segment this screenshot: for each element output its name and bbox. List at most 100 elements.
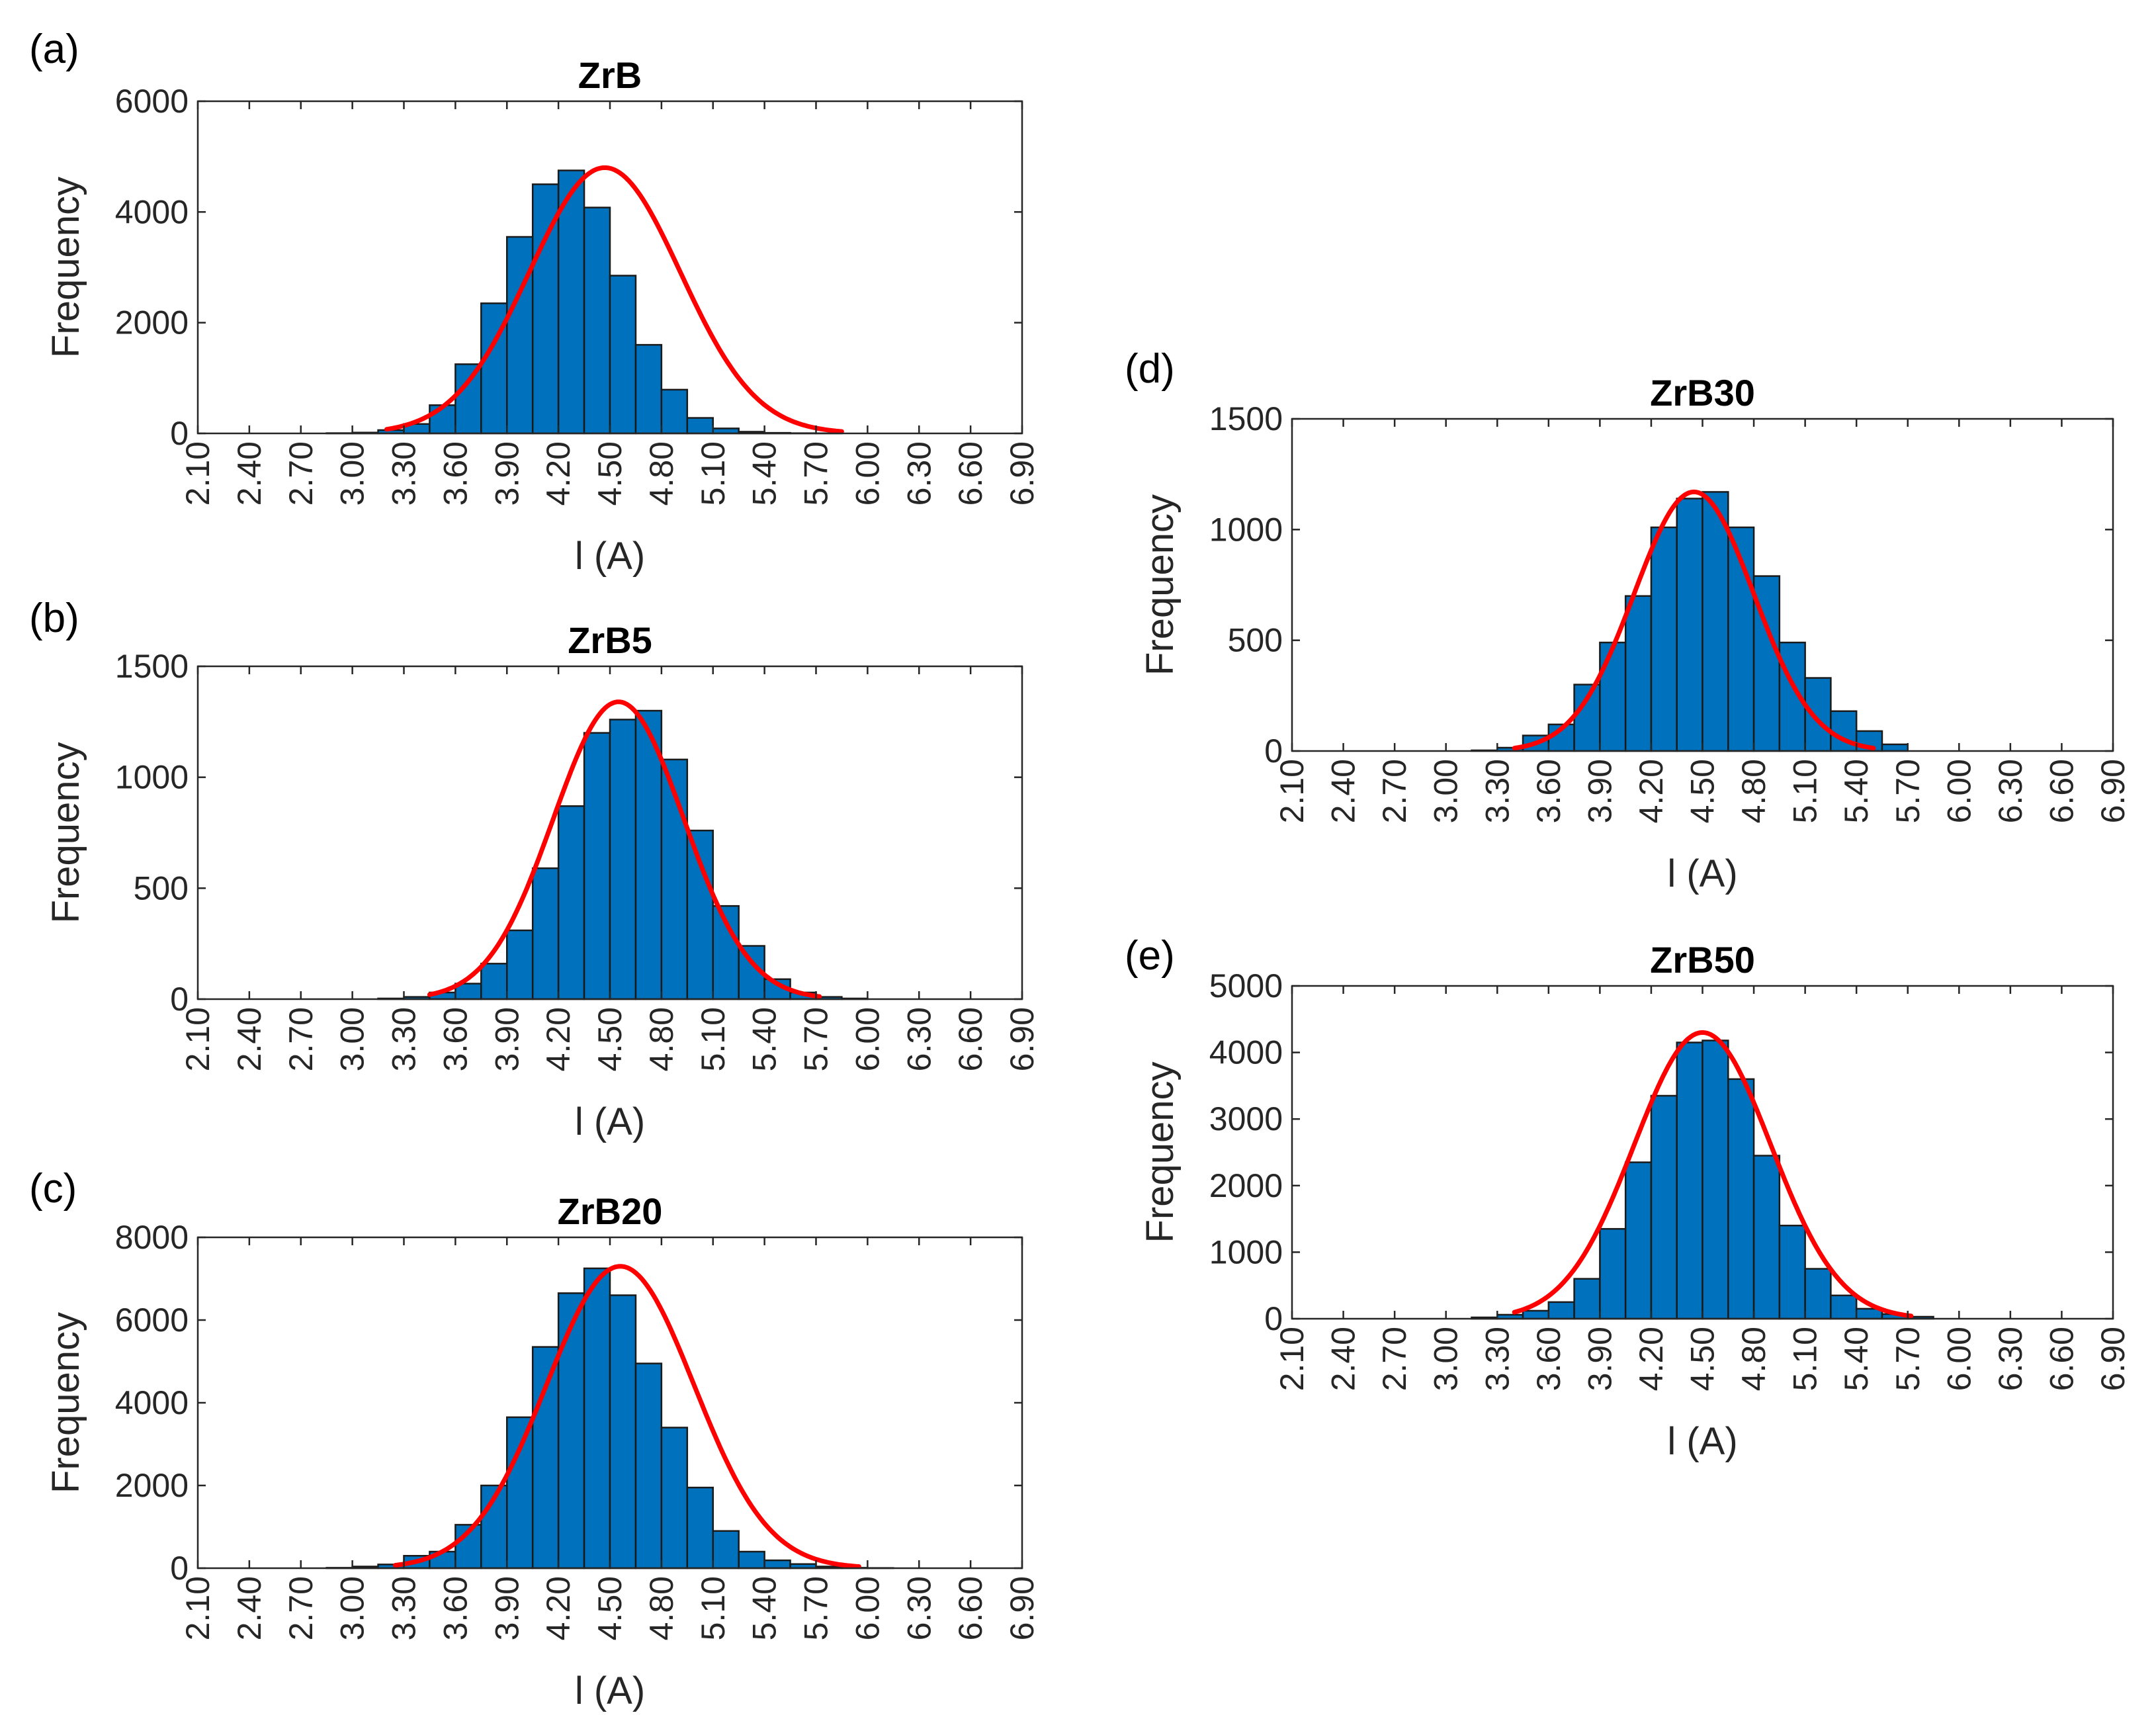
histogram-bar	[454, 363, 482, 435]
x-tick-label: 2.40	[231, 1007, 268, 1071]
x-tick-label: 6.00	[849, 441, 886, 506]
y-tick-label: 1500	[1209, 400, 1283, 437]
x-tick-label: 2.70	[1376, 1327, 1413, 1391]
histogram-bar	[686, 417, 714, 435]
x-tick-label: 2.40	[231, 441, 268, 506]
x-tick-label: 6.30	[1992, 1327, 2029, 1391]
x-tick-label: 3.60	[1530, 1327, 1567, 1391]
chart-panel-3: 2.10 2.40 2.70 3.00 3.30 3.60 3.90 4.20 4.50 4.80…	[29, 1166, 1041, 1712]
chart-panel-5: 2.10 2.40 2.70 3.00 3.30 3.60 3.90 4.20 4.50 4.80…	[1125, 933, 2132, 1463]
x-tick-label: 2.10	[1273, 759, 1311, 823]
y-tick-label: 500	[1228, 622, 1283, 659]
x-tick-label: 6.30	[900, 1576, 937, 1640]
y-tick-label: 6000	[115, 83, 189, 120]
x-tick-label: 2.70	[282, 441, 320, 506]
x-tick-label: 4.20	[1633, 759, 1670, 823]
y-tick-label: 5000	[1209, 967, 1283, 1004]
y-tick-label: 4000	[115, 193, 189, 230]
y-axis-label: Frequency	[44, 742, 87, 923]
histogram-bar	[506, 929, 534, 1000]
x-tick-label: 4.80	[643, 1007, 680, 1071]
x-tick-label: 4.80	[1735, 759, 1772, 823]
x-tick-label: 3.00	[334, 441, 371, 506]
x-tick-label: 3.30	[1479, 759, 1516, 823]
histogram-bar	[583, 1267, 611, 1570]
x-tick-label: 6.30	[900, 1007, 937, 1071]
x-tick-label: 3.90	[488, 1007, 525, 1071]
x-tick-label: 5.10	[695, 1007, 732, 1071]
x-tick-label: 5.40	[1838, 759, 1875, 823]
y-tick-label: 3000	[1209, 1100, 1283, 1137]
x-tick-label: 4.80	[643, 1576, 680, 1640]
x-tick-label: 2.70	[1376, 759, 1413, 823]
x-tick-label: 4.20	[1633, 1327, 1670, 1391]
y-tick-label: 1000	[1209, 511, 1283, 548]
x-tick-label: 2.10	[179, 1576, 216, 1640]
x-tick-label: 2.70	[282, 1576, 320, 1640]
histogram-bar	[763, 1559, 791, 1570]
x-tick-label: 5.70	[1889, 759, 1926, 823]
x-tick-label: 3.00	[334, 1007, 371, 1071]
y-tick-label: 2000	[115, 304, 189, 341]
x-tick-label: 6.30	[1992, 759, 2029, 823]
histogram-bar	[506, 236, 534, 435]
histogram-bar	[1881, 743, 1909, 752]
x-tick-label: 3.90	[1581, 759, 1618, 823]
y-axis-label: Frequency	[44, 1312, 87, 1493]
normal-fit-curve	[393, 1264, 861, 1569]
y-axis-label: Frequency	[44, 177, 87, 358]
histogram-bar	[1804, 677, 1832, 752]
x-tick-label: 6.60	[2043, 1327, 2080, 1391]
histogram-bar	[1547, 1301, 1575, 1320]
histogram-bar	[634, 343, 663, 435]
x-tick-label: 6.90	[2094, 759, 2132, 823]
x-axis-label: l (A)	[575, 1100, 645, 1143]
x-tick-label: 5.70	[798, 441, 835, 506]
x-tick-label: 5.40	[746, 1007, 783, 1071]
histogram-bar	[557, 1292, 585, 1570]
x-tick-label: 6.00	[1940, 1327, 1977, 1391]
x-tick-label: 6.60	[952, 441, 989, 506]
histogram-bar	[1650, 1094, 1678, 1320]
chart-title: ZrB5	[568, 619, 652, 661]
histogram-bar	[1778, 1224, 1806, 1320]
normal-fit-curve	[384, 165, 844, 434]
x-tick-label: 4.80	[1735, 1327, 1772, 1391]
x-tick-label: 4.20	[540, 441, 577, 506]
x-tick-label: 4.20	[540, 1007, 577, 1071]
y-tick-label: 0	[170, 981, 189, 1018]
histogram-bar	[1599, 1227, 1627, 1320]
y-axis-label: Frequency	[1139, 1061, 1182, 1243]
x-tick-label: 2.40	[231, 1576, 268, 1640]
x-tick-label: 3.30	[1479, 1327, 1516, 1391]
x-tick-label: 3.90	[1581, 1327, 1618, 1391]
x-tick-label: 4.80	[643, 441, 680, 506]
y-tick-label: 2000	[115, 1467, 189, 1504]
panel-label: (e)	[1125, 933, 1175, 979]
y-tick-label: 1000	[1209, 1233, 1283, 1270]
x-tick-label: 4.50	[1684, 759, 1721, 823]
histogram-bar	[1702, 1039, 1729, 1320]
panel-label: (b)	[29, 596, 79, 641]
histogram-bar	[1752, 1155, 1781, 1320]
chart-title: ZrB	[578, 54, 642, 96]
histogram-bar	[712, 1530, 740, 1570]
x-axis-label: l (A)	[1667, 852, 1737, 895]
histogram-bar	[1599, 641, 1627, 752]
y-tick-label: 4000	[1209, 1034, 1283, 1071]
histogram-bar	[1702, 491, 1729, 752]
x-tick-label: 4.50	[591, 1576, 628, 1640]
x-tick-label: 2.70	[282, 1007, 320, 1071]
x-tick-label: 6.00	[1940, 759, 1977, 823]
histogram-bar	[1650, 526, 1678, 752]
histogram-bar	[660, 1427, 689, 1570]
histogram-bar	[1676, 1041, 1703, 1320]
y-tick-label: 0	[1264, 732, 1283, 770]
x-tick-label: 3.60	[437, 441, 474, 506]
histogram-bar	[480, 963, 508, 1000]
histogram-bar	[609, 719, 637, 1000]
x-tick-label: 6.00	[849, 1576, 886, 1640]
x-tick-label: 6.30	[900, 441, 937, 506]
x-tick-label: 4.50	[591, 441, 628, 506]
